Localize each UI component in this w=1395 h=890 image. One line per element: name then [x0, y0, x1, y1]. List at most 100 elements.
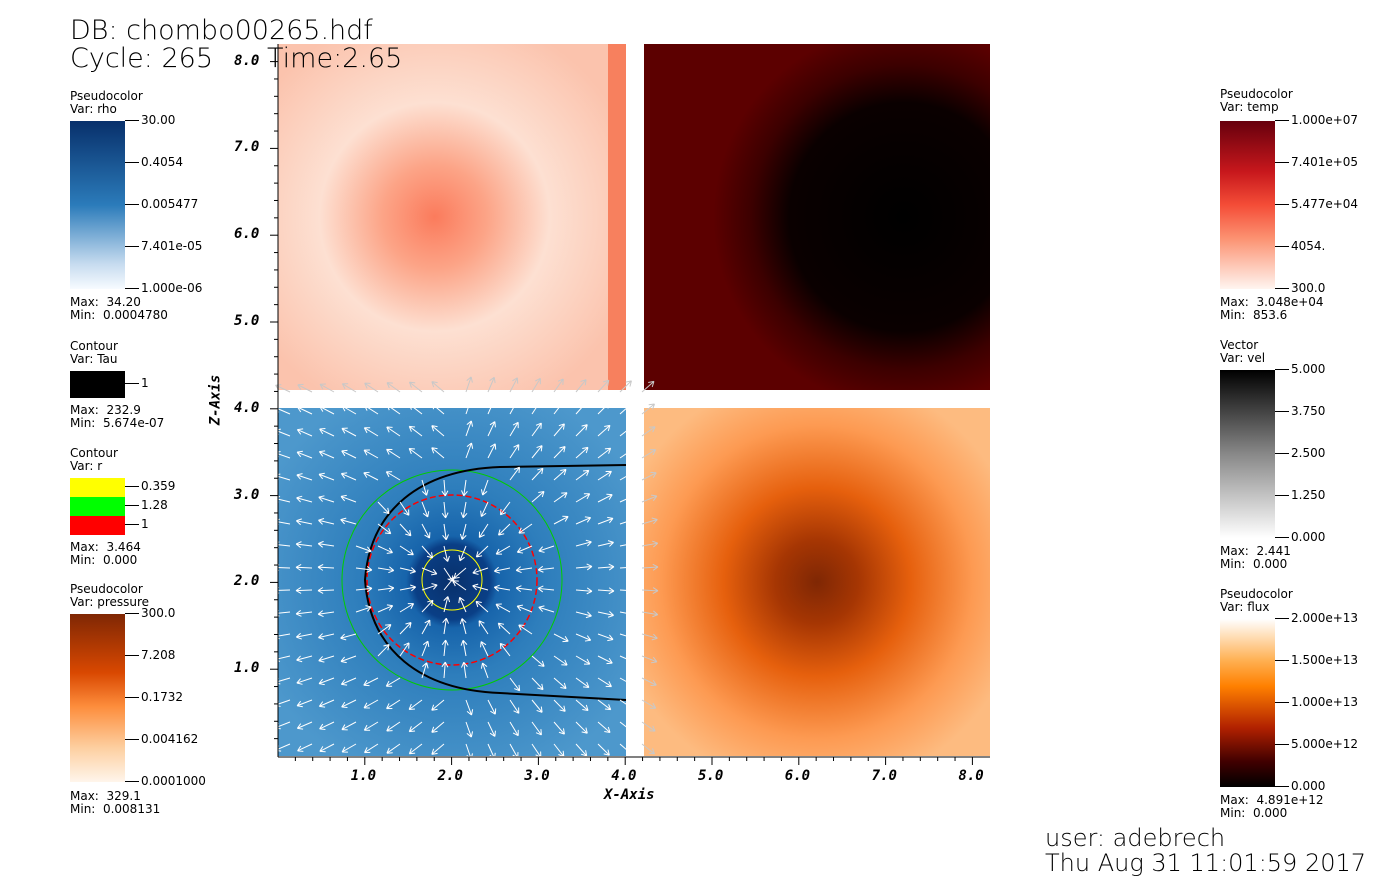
velocity-arrow: [364, 404, 379, 415]
y-tick-label: 8.0: [234, 52, 260, 69]
legend-max: Max: 232.9: [70, 403, 141, 417]
velocity-arrow: [478, 523, 489, 538]
velocity-arrow: [619, 471, 635, 481]
velocity-arrow: [619, 517, 636, 525]
velocity-arrow: [452, 580, 467, 591]
tick: 1: [125, 377, 149, 390]
velocity-arrow: [465, 721, 474, 738]
velocity-arrow: [553, 633, 569, 643]
velocity-arrow: [641, 449, 657, 459]
legend-min: Min: 0.000: [1220, 557, 1288, 571]
velocity-arrow: [399, 621, 412, 635]
velocity-arrow: [465, 442, 474, 459]
y-tick-label: 2.0: [234, 573, 260, 590]
velocity-arrow: [641, 471, 657, 481]
tick: 0.0001000: [125, 775, 206, 788]
velocity-arrow: [431, 699, 445, 711]
velocity-arrow: [597, 379, 610, 393]
velocity-arrow: [575, 539, 592, 547]
legend-max: Max: 34.20: [70, 295, 141, 309]
legend-var: Var: temp: [1220, 100, 1279, 114]
velocity-arrow: [487, 721, 496, 737]
velocity-arrow: [377, 501, 390, 515]
velocity-arrow: [553, 677, 567, 689]
velocity-arrow: [641, 540, 659, 548]
velocity-arrow: [341, 743, 357, 753]
velocity-arrow: [509, 377, 519, 393]
colorbar-red: [70, 516, 125, 535]
velocity-arrow: [597, 447, 612, 459]
velocity-arrow: [531, 445, 543, 459]
tick: 30.00: [125, 114, 175, 127]
velocity-arrow: [458, 545, 467, 562]
velocity-arrow: [431, 403, 445, 415]
legend-r: Contour Var: r 0.359 1.28 1 Max: 3.464 M…: [70, 447, 175, 567]
contour-r-red: [366, 494, 538, 666]
velocity-arrow: [341, 449, 357, 459]
legend-var: Var: Tau: [70, 352, 118, 366]
velocity-arrow: [318, 518, 335, 525]
velocity-arrow: [619, 721, 634, 733]
velocity-arrow: [317, 540, 335, 548]
velocity-arrow: [364, 743, 379, 754]
velocity-vectors: [273, 376, 659, 760]
velocity-arrow: [553, 492, 568, 503]
x-tick-label: 3.0: [524, 768, 550, 784]
x-tick-label: 4.0: [611, 768, 637, 784]
tick: 7.208: [125, 649, 175, 662]
velocity-arrow: [597, 402, 610, 415]
velocity-arrow: [408, 721, 423, 733]
tick: 1.28: [125, 499, 168, 512]
velocity-arrow: [386, 426, 401, 437]
velocity-arrow: [460, 501, 468, 519]
velocity-arrow: [341, 405, 357, 415]
velocity-arrow: [363, 427, 379, 437]
velocity-arrow: [493, 566, 511, 574]
velocity-arrow: [355, 585, 373, 593]
velocity-arrow: [597, 470, 612, 481]
velocity-arrow: [515, 585, 533, 593]
velocity-arrow: [318, 655, 335, 663]
velocity-arrow: [509, 399, 519, 415]
y-tick-label: 1.0: [234, 660, 260, 677]
colorbar: [1220, 619, 1275, 787]
velocity-arrow: [553, 515, 569, 525]
velocity-arrow: [575, 401, 588, 415]
velocity-arrow: [487, 443, 497, 459]
velocity-arrow: [575, 379, 587, 393]
velocity-arrow: [531, 721, 542, 736]
velocity-arrow: [465, 699, 474, 716]
legend-var: Var: flux: [1220, 600, 1270, 614]
velocity-arrow: [363, 449, 379, 459]
velocity-arrow: [619, 587, 637, 595]
velocity-arrow: [363, 677, 379, 687]
velocity-arrow: [421, 640, 430, 657]
velocity-arrow: [641, 699, 657, 709]
velocity-arrow: [399, 603, 415, 613]
velocity-arrow: [459, 618, 467, 635]
velocity-arrow: [575, 446, 589, 459]
velocity-arrow: [499, 642, 511, 657]
legend-max: Max: 4.891e+12: [1220, 793, 1324, 807]
x-tick-label: 7.0: [871, 768, 897, 784]
velocity-arrow: [575, 677, 590, 688]
velocity-arrow: [518, 624, 533, 635]
tick: 5.000: [1275, 363, 1325, 376]
velocity-arrow: [340, 517, 357, 525]
velocity-arrow: [475, 545, 489, 558]
velocity-arrow: [386, 699, 401, 710]
y-axis-label: Z-Axis: [207, 374, 224, 426]
legend-type: Vector: [1220, 338, 1259, 352]
velocity-arrow: [641, 563, 659, 571]
velocity-arrow: [458, 596, 467, 613]
velocity-arrow: [597, 677, 612, 688]
tick: 0.005477: [125, 198, 198, 211]
velocity-arrow: [377, 585, 395, 592]
velocity-arrow: [597, 516, 614, 525]
velocity-arrow: [575, 655, 591, 665]
velocity-arrow: [421, 501, 430, 518]
velocity-arrow: [408, 381, 423, 393]
velocity-arrow: [340, 633, 357, 641]
velocity-arrow: [575, 611, 592, 619]
user-label: user: adebrech: [1045, 824, 1226, 852]
